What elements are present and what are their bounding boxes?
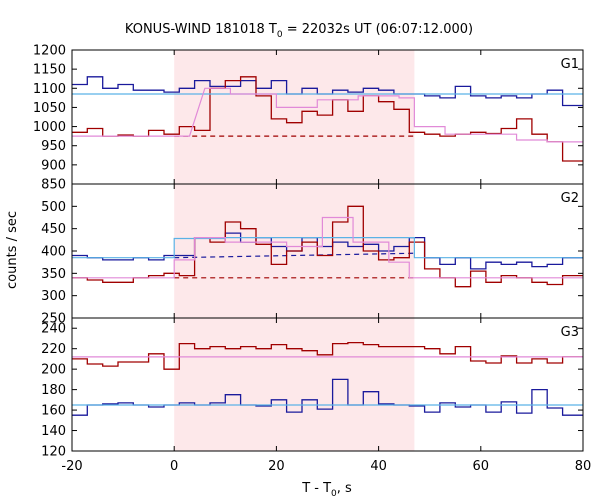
panel-label: G3 [561,325,579,340]
xlabel-rest: , s [337,481,352,496]
x-tick-label: 20 [268,459,285,474]
x-tick-label: -20 [61,459,82,474]
ylabel-text: counts / sec [5,211,20,289]
series-red-step [72,341,583,370]
y-tick-label: 240 [41,322,66,337]
x-tick-label: 0 [170,459,178,474]
series-blue-step [72,378,583,416]
y-tick-label: 350 [41,267,66,282]
panel-label: G2 [561,191,579,206]
background-blue-dashed [174,252,415,259]
y-tick-label: 1050 [33,101,66,116]
y-tick-label: 1150 [33,63,66,78]
xlabel-main: T - T [301,481,331,496]
x-axis-label: T - T0, s [301,481,352,499]
x-tick-label: 80 [575,459,592,474]
y-tick-label: 850 [41,178,66,193]
x-tick-label: 60 [473,459,490,474]
y-tick-label: 140 [41,424,66,439]
panel-label: G1 [561,57,579,72]
title-rest: = 22032s UT (06:07:12.000) [283,22,473,37]
fit-pink-line [72,216,583,279]
fit-pink-line [72,87,583,143]
y-tick-label: 900 [41,158,66,173]
y-tick-label: 180 [41,383,66,398]
svg-text:T - T0, s: T - T0, s [301,481,352,499]
y-tick-label: 950 [41,139,66,154]
title-subscript: 0 [277,30,283,40]
y-axis-label: counts / sec [5,211,20,289]
panel-frame [71,317,584,452]
panels-group: 85090095010001050110011501200G1250300350… [33,44,591,475]
title-main: KONUS-WIND 181018 T [125,22,277,37]
series-blue-step [72,76,583,107]
xlabel-subscript: 0 [331,489,337,499]
panel-g1: 850 900 950 1000 1050 1100 1150 1200 G1 [33,44,584,193]
y-tick-label: 1200 [33,44,66,59]
y-tick-label: 250 [41,312,66,327]
y-tick-label: 300 [41,289,66,304]
panel-g3: 120 140 160 180 200 220 240 G3 [41,317,584,460]
y-tick-label: 500 [41,200,66,215]
y-tick-label: 220 [41,342,66,357]
x-tick-label: 40 [370,459,387,474]
y-tick-label: 1000 [33,120,66,135]
chart-title: KONUS-WIND 181018 T0 = 22032s UT (06:07:… [125,22,473,40]
y-tick-label: 450 [41,222,66,237]
y-tick-label: 160 [41,404,66,419]
svg-text:KONUS-WIND 181018 T0 = 22032s: KONUS-WIND 181018 T0 = 22032s UT (06:07:… [125,22,473,40]
y-tick-label: 400 [41,245,66,260]
series-red-step [72,205,583,288]
y-tick-label: 1100 [33,82,66,97]
series-red-step [72,76,583,162]
y-tick-label: 120 [41,445,66,460]
y-tick-label: 200 [41,363,66,378]
